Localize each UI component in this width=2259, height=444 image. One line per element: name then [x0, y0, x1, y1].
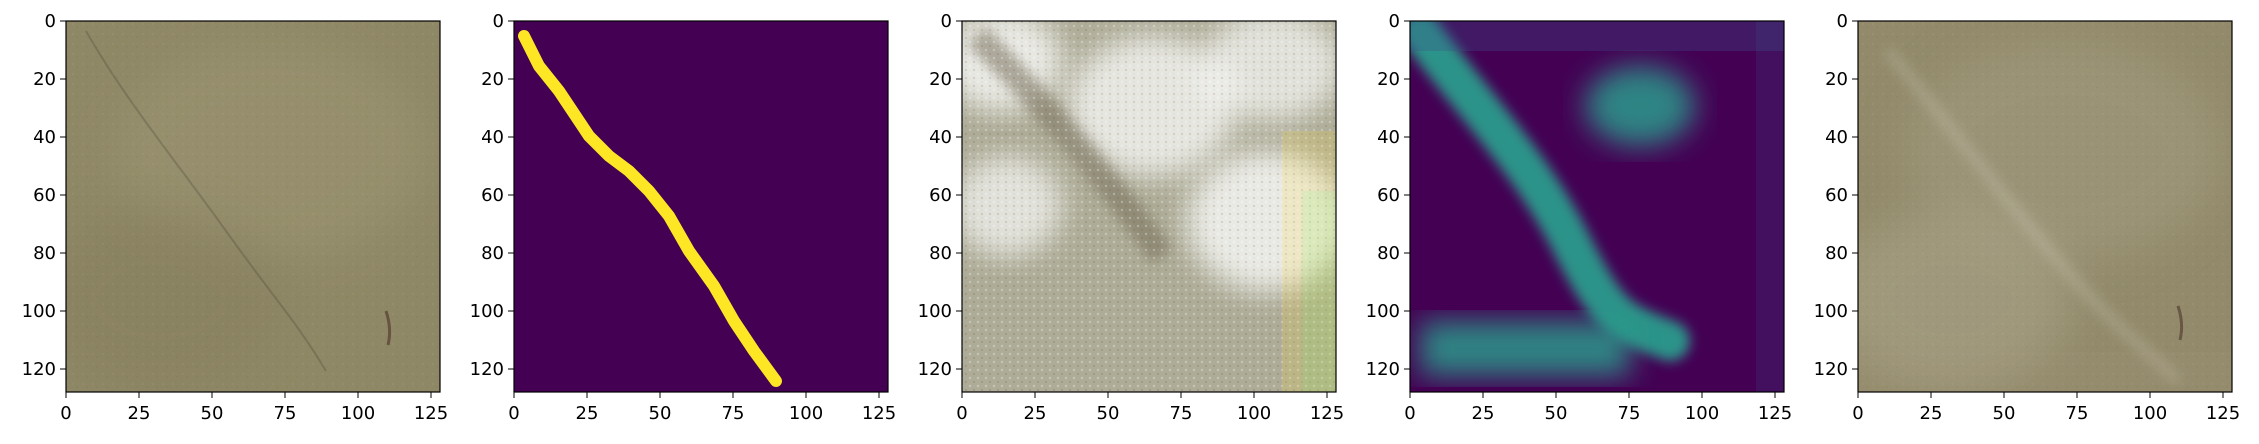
ground-truth-mask — [514, 21, 888, 392]
y-tick-label: 60 — [33, 185, 56, 206]
x-tick-label: 100 — [341, 403, 375, 424]
y-tick-label: 120 — [1814, 359, 1848, 380]
x-tick-label: 25 — [128, 403, 151, 424]
y-tick-label: 40 — [1377, 127, 1400, 148]
y-tick-label: 0 — [1389, 11, 1400, 32]
x-tick-label: 0 — [60, 403, 71, 424]
x-tick-label: 50 — [649, 403, 672, 424]
x-tick-label: 0 — [1404, 403, 1415, 424]
y-tick-label: 120 — [1366, 359, 1400, 380]
y-tick-label: 80 — [929, 243, 952, 264]
predicted-image — [962, 21, 1336, 392]
y-tick-label: 20 — [1377, 69, 1400, 90]
y-tick-label: 80 — [1825, 243, 1848, 264]
x-tick-label: 0 — [956, 403, 967, 424]
x-tick-label: 25 — [576, 403, 599, 424]
x-tick-label: 75 — [274, 403, 297, 424]
y-tick-label: 0 — [1837, 11, 1848, 32]
y-tick-label: 120 — [918, 359, 952, 380]
x-tick-label: 25 — [1024, 403, 1047, 424]
y-tick-label: 40 — [1825, 127, 1848, 148]
y-tick-label: 100 — [470, 301, 504, 322]
x-tick-label: 125 — [1310, 403, 1344, 424]
reconstructed-image-panel: 0 25 50 75 100 125 0 20 40 60 80 100 120 — [1814, 11, 2241, 424]
x-tick-label: 100 — [1237, 403, 1271, 424]
x-tick-label: 100 — [2133, 403, 2167, 424]
x-tick-label: 50 — [201, 403, 224, 424]
x-tick-label: 125 — [2206, 403, 2240, 424]
x-tick-label: 125 — [414, 403, 448, 424]
y-tick-label: 100 — [1814, 301, 1848, 322]
predicted-image-panel: 0 25 50 75 100 125 0 20 40 60 80 100 120 — [918, 11, 1345, 424]
x-tick-label: 50 — [1097, 403, 1120, 424]
y-tick-label: 20 — [33, 69, 56, 90]
y-tick-label: 120 — [470, 359, 504, 380]
input-image-panel: 0 25 50 75 100 125 0 20 40 60 80 100 120 — [22, 11, 449, 424]
x-tick-label: 125 — [862, 403, 896, 424]
y-tick-label: 20 — [481, 69, 504, 90]
input-image — [66, 21, 440, 392]
x-tick-label: 0 — [508, 403, 519, 424]
y-tick-label: 20 — [1825, 69, 1848, 90]
x-tick-label: 125 — [1758, 403, 1792, 424]
x-tick-label: 25 — [1920, 403, 1943, 424]
y-tick-label: 120 — [22, 359, 56, 380]
y-tick-label: 100 — [1366, 301, 1400, 322]
y-tick-label: 100 — [918, 301, 952, 322]
y-tick-label: 80 — [1377, 243, 1400, 264]
y-tick-label: 60 — [1377, 185, 1400, 206]
x-tick-label: 100 — [1685, 403, 1719, 424]
y-tick-label: 40 — [929, 127, 952, 148]
y-tick-label: 20 — [929, 69, 952, 90]
ground-truth-mask-panel: 0 25 50 75 100 125 0 20 40 60 80 100 120 — [470, 11, 897, 424]
x-tick-label: 75 — [1170, 403, 1193, 424]
y-tick-label: 0 — [45, 11, 56, 32]
reconstructed-image — [1858, 21, 2232, 392]
y-tick-label: 40 — [481, 127, 504, 148]
y-tick-label: 80 — [33, 243, 56, 264]
y-tick-label: 80 — [481, 243, 504, 264]
predicted-mask — [1410, 21, 1784, 392]
y-tick-label: 0 — [941, 11, 952, 32]
x-tick-label: 100 — [789, 403, 823, 424]
y-tick-label: 60 — [481, 185, 504, 206]
x-tick-label: 25 — [1472, 403, 1495, 424]
y-tick-label: 100 — [22, 301, 56, 322]
y-tick-label: 60 — [929, 185, 952, 206]
predicted-mask-panel: 0 25 50 75 100 125 0 20 40 60 80 100 120 — [1366, 11, 1793, 424]
y-tick-label: 60 — [1825, 185, 1848, 206]
x-tick-label: 50 — [1993, 403, 2016, 424]
x-tick-label: 75 — [722, 403, 745, 424]
x-tick-label: 0 — [1852, 403, 1863, 424]
y-tick-label: 40 — [33, 127, 56, 148]
x-tick-label: 50 — [1545, 403, 1568, 424]
x-tick-label: 75 — [1618, 403, 1641, 424]
x-tick-label: 75 — [2066, 403, 2089, 424]
y-tick-label: 0 — [493, 11, 504, 32]
